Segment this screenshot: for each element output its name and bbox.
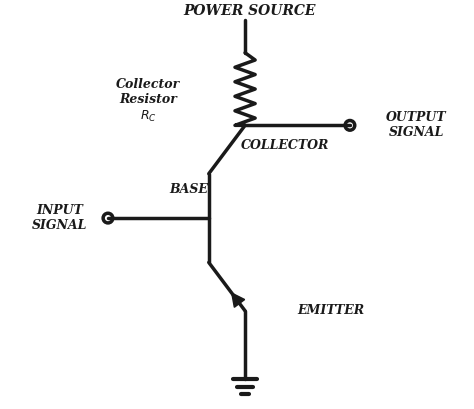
Text: COLLECTOR: COLLECTOR — [241, 139, 329, 153]
Text: OUTPUT
SIGNAL: OUTPUT SIGNAL — [386, 111, 447, 139]
Text: POWER SOURCE: POWER SOURCE — [183, 4, 315, 18]
Text: Collector
Resistor
$\mathit{R_C}$: Collector Resistor $\mathit{R_C}$ — [116, 79, 181, 124]
Text: INPUT
SIGNAL: INPUT SIGNAL — [32, 204, 87, 232]
Text: BASE: BASE — [169, 183, 208, 196]
Text: EMITTER: EMITTER — [298, 304, 365, 317]
Polygon shape — [232, 293, 245, 307]
